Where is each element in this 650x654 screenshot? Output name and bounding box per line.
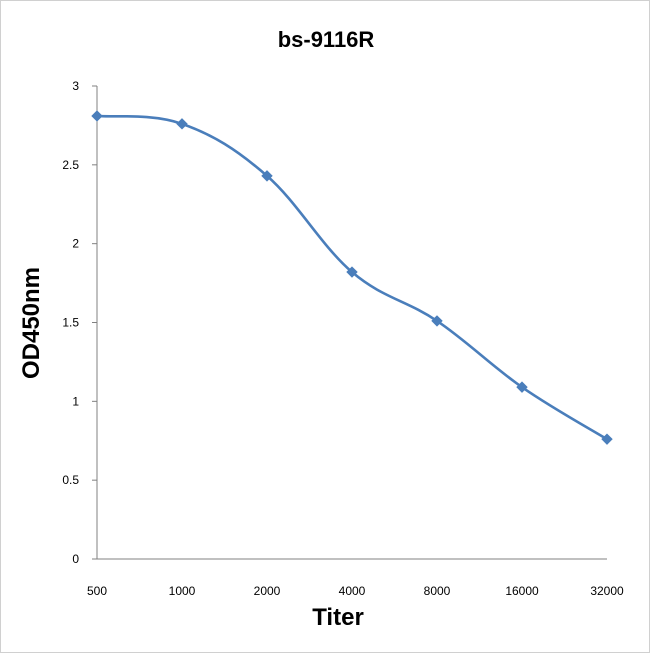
y-tick-label: 0 xyxy=(72,552,79,566)
data-point-marker xyxy=(261,170,273,182)
y-tick-label: 1 xyxy=(72,394,79,408)
y-axis xyxy=(92,85,98,560)
y-tick-labels: 0 0.5 1 1.5 2 2.5 3 xyxy=(62,79,79,566)
series-group xyxy=(91,110,613,445)
x-tick-label: 500 xyxy=(87,584,107,598)
data-point-marker xyxy=(516,381,528,393)
y-tick-label: 3 xyxy=(72,79,79,93)
x-tick-label: 4000 xyxy=(339,584,366,598)
y-tick-label: 1.5 xyxy=(62,316,79,330)
data-point-marker xyxy=(176,118,188,130)
x-tick-label: 32000 xyxy=(590,584,624,598)
chart-title: bs-9116R xyxy=(278,27,375,52)
x-tick-label: 1000 xyxy=(169,584,196,598)
y-axis-title: OD450nm xyxy=(18,267,45,379)
y-tick-label: 2 xyxy=(72,237,79,251)
data-point-marker xyxy=(91,110,103,122)
x-tick-label: 2000 xyxy=(254,584,281,598)
data-point-marker xyxy=(601,433,613,445)
y-tick-label: 0.5 xyxy=(62,473,79,487)
x-tick-label: 16000 xyxy=(505,584,539,598)
x-tick-label: 8000 xyxy=(424,584,451,598)
y-tick-label: 2.5 xyxy=(62,158,79,172)
data-point-marker xyxy=(431,315,443,327)
x-axis-title: Titer xyxy=(312,604,364,631)
data-point-marker xyxy=(346,266,358,278)
x-tick-labels: 500 1000 2000 4000 8000 16000 32000 xyxy=(87,584,624,598)
